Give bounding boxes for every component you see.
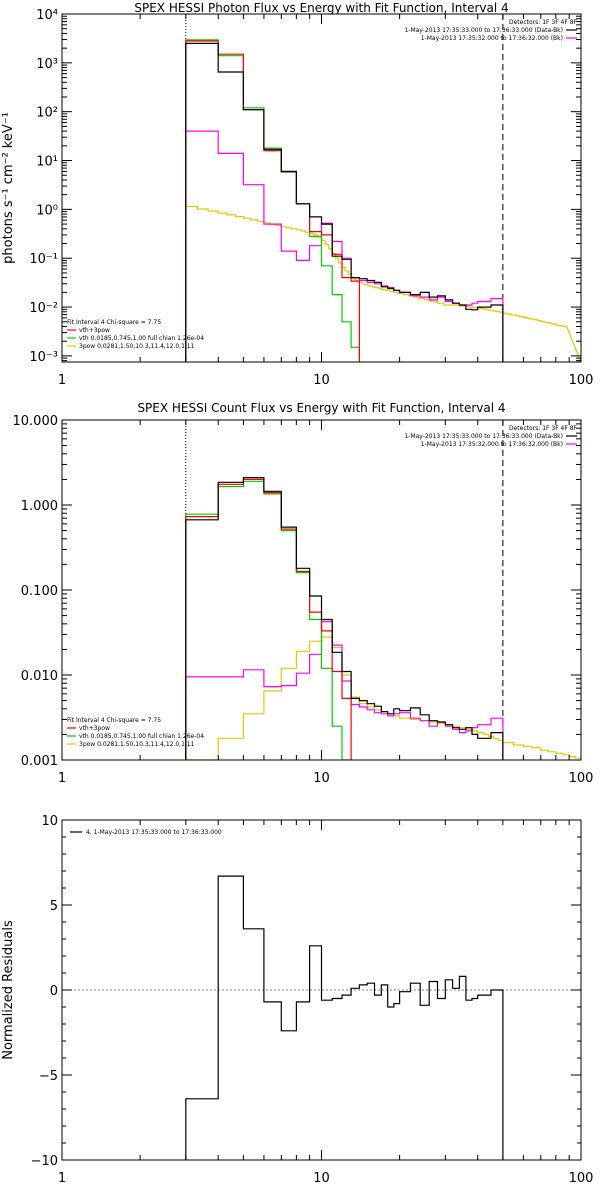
chart-3-ylabel: Normalized Residuals	[1, 920, 16, 1060]
chart-2-ytick-label: 10.000	[13, 414, 59, 429]
chart-1-ylabel: photons s⁻¹ cm⁻² keV⁻¹	[1, 112, 16, 264]
chart-2-legend-top-entry: 1-May-2013 17:35:33.000 to 17:36:33.000 …	[404, 433, 563, 440]
chart-3-ytick-label: −10	[31, 1154, 58, 1169]
chart-2-series-3	[185, 480, 352, 760]
chart-2-fit-legend-entry: 3pow 0.0281,1.50,10.3,11.4,12.0,1.11	[79, 741, 195, 748]
chart-1-ytick-label: 10⁻¹	[29, 252, 58, 267]
chart-1-series-2	[185, 130, 504, 362]
chart-2-legend-detectors: Detectors: 1F 3F 4F 8F	[509, 425, 578, 432]
chart-2-xtick-label: 100	[569, 771, 594, 786]
chart-3-ytick-label: 0	[50, 984, 58, 999]
chart-1-xtick-label: 100	[569, 373, 594, 388]
chart-1-ytick-label: 10³	[36, 57, 58, 72]
chart-1-xtick-label: 1	[58, 373, 66, 388]
chart-1-fit-legend-entry: vth+3pow	[79, 327, 110, 334]
chart-2-series-5	[185, 477, 504, 760]
chart-1-fit-legend-entry: vth 0.0185,0.745,1.00 full chian 1.26e-0…	[79, 335, 204, 342]
chart-1-xtick-label: 10	[313, 373, 330, 388]
chart-1-title: SPEX HESSI Photon Flux vs Energy with Fi…	[134, 1, 508, 15]
chart-panel-1: SPEX HESSI Photon Flux vs Energy with Fi…	[1, 1, 593, 388]
chart-panel-2: SPEX HESSI Count Flux vs Energy with Fit…	[13, 401, 594, 786]
chart-3-legend-entry: 4. 1-May-2013 17:35:33.000 to 17:36:33.0…	[86, 829, 222, 836]
chart-1-legend-detectors: Detectors: 1F 3F 4F 8F	[509, 19, 578, 26]
chart-1-series-1	[185, 205, 581, 362]
chart-1-ytick-label: 10⁰	[36, 203, 58, 218]
chart-2-series-1	[185, 636, 581, 760]
chart-1-ytick-label: 10⁻³	[29, 350, 58, 365]
chart-1-fit-legend-entry: 3pow 0.0281,1.50,10.3,11.4,12.0,1.11	[79, 343, 195, 350]
chart-2-xtick-label: 1	[58, 771, 66, 786]
chart-3-series-1	[185, 875, 504, 1160]
chart-1-fit-legend-header: Fit Interval 4 Chi-square = 7.75	[67, 319, 161, 326]
chart-1-ytick-label: 10²	[36, 106, 58, 121]
chart-2-ytick-label: 1.000	[21, 499, 58, 514]
chart-2-ytick-label: 0.001	[21, 754, 58, 769]
chart-3-ytick-label: −5	[39, 1069, 58, 1084]
chart-1-series-3	[185, 39, 360, 362]
chart-3-xtick-label: 100	[569, 1171, 594, 1186]
chart-1-legend-top-entry: 1-May-2013 17:35:33.000 to 17:36:33.000 …	[404, 27, 563, 34]
chart-2-ytick-label: 0.100	[21, 584, 58, 599]
chart-3-ytick-label: 5	[50, 899, 58, 914]
chart-1-series-4	[185, 40, 360, 362]
chart-panel-3: Normalized Residuals 1 10 100 −10 −5 0 5 10 4. 1-…	[1, 814, 593, 1186]
chart-1-ytick-label: 10¹	[36, 155, 58, 170]
chart-3-xtick-label: 1	[58, 1171, 66, 1186]
chart-3-ytick-label: 10	[41, 814, 58, 829]
chart-2-fit-legend-entry: vth+3pow	[79, 725, 110, 732]
chart-2-ytick-label: 0.010	[21, 669, 58, 684]
chart-3-xtick-label: 10	[313, 1171, 330, 1186]
chart-2-legend-top-entry: 1-May-2013 17:35:32.000 to 17:36:32.000 …	[421, 441, 563, 448]
chart-2-series-2	[185, 621, 504, 760]
chart-2-fit-legend-entry: vth 0.0185,0.745,1.00 full chian 1.26e-0…	[79, 733, 204, 740]
chart-1-legend-top-entry: 1-May-2013 17:35:32.000 to 17:36:32.000 …	[421, 35, 563, 42]
chart-2-fit-legend-header: Fit Interval 4 Chi-square = 7.75	[67, 717, 161, 724]
chart-2-xtick-label: 10	[313, 771, 330, 786]
chart-1-ytick-label: 10⁻²	[29, 301, 58, 316]
chart-1-series-5	[185, 42, 504, 362]
chart-2-title: SPEX HESSI Count Flux vs Energy with Fit…	[137, 401, 505, 415]
chart-1-ytick-label: 10⁴	[36, 8, 58, 23]
